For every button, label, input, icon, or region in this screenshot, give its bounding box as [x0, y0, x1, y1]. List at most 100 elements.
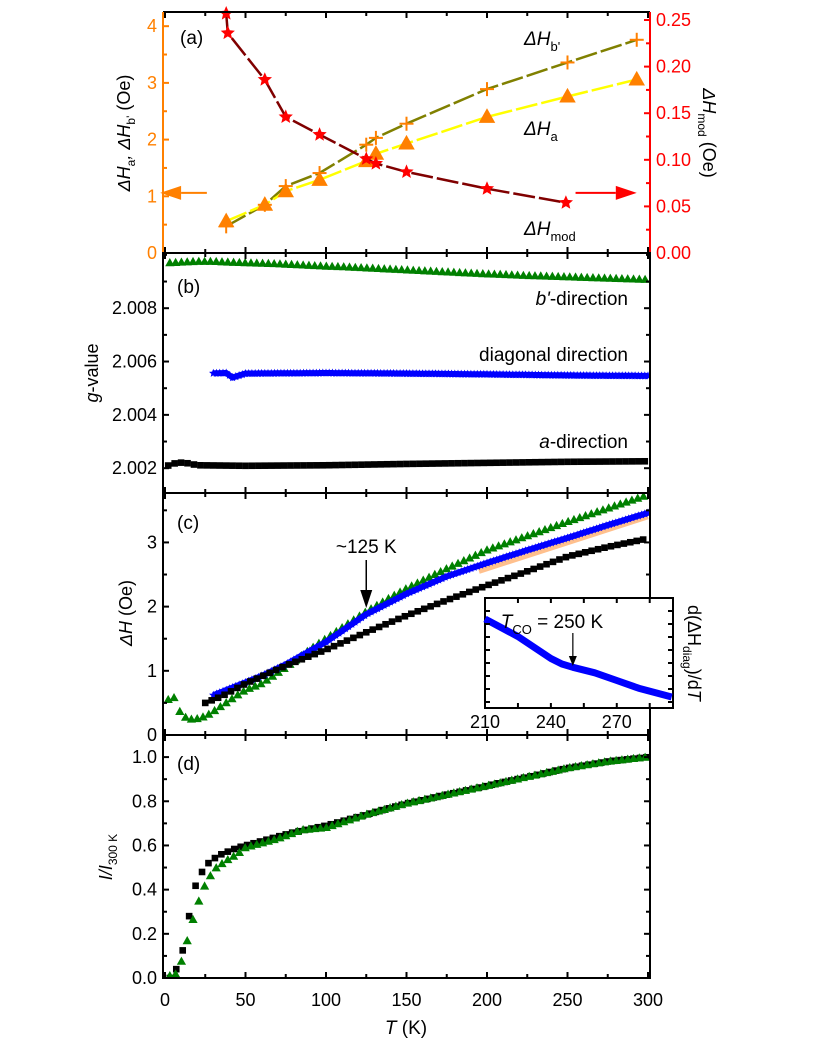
square-marker: [306, 462, 314, 469]
triangle-marker: [211, 863, 221, 872]
square-marker: [459, 590, 467, 598]
label-part: d(ΔH: [684, 605, 704, 646]
series-green: [165, 752, 650, 978]
square-marker: [538, 458, 546, 466]
y-tick-label: 0: [147, 243, 157, 263]
square-marker: [388, 618, 396, 625]
triangle-marker: [344, 262, 355, 271]
square-marker: [465, 588, 473, 596]
square-marker: [319, 461, 327, 469]
star-marker: [447, 369, 456, 378]
star-marker: [302, 648, 311, 657]
square-marker: [211, 854, 219, 862]
star-marker: [382, 599, 392, 608]
star-marker: [353, 615, 363, 624]
triangle-marker: [464, 553, 475, 562]
star-marker: [643, 371, 650, 380]
series-line: [225, 38, 638, 228]
star-marker: [278, 109, 293, 123]
square-marker: [201, 699, 209, 707]
triangle-marker: [327, 261, 337, 270]
y-axis-label-right-a: ΔHmod (Oe): [695, 87, 719, 177]
label-unit: (Oe): [116, 580, 136, 621]
square-marker: [633, 537, 641, 545]
y-axis-label-c: ΔH (Oe): [116, 580, 136, 647]
star-marker: [447, 570, 456, 579]
y-tick-label: 0.6: [132, 835, 157, 855]
triangle-marker: [582, 272, 592, 282]
square-marker: [216, 462, 224, 469]
right-axis-arrowhead: [615, 185, 637, 200]
star-marker: [608, 519, 617, 528]
square-marker: [198, 868, 206, 876]
star-marker: [344, 622, 353, 631]
star-marker: [341, 624, 350, 633]
triangle-marker: [441, 564, 452, 573]
triangle-marker: [180, 712, 191, 721]
label-sub: a: [124, 159, 138, 166]
star-marker: [395, 592, 405, 601]
square-marker: [453, 593, 460, 600]
series-green: [165, 256, 650, 283]
triangle-marker: [443, 267, 453, 276]
square-marker: [221, 691, 228, 699]
star-marker: [558, 195, 573, 209]
plus-marker: [359, 137, 374, 152]
triangle-marker: [199, 256, 210, 265]
triangle-marker: [205, 256, 216, 265]
square-marker: [540, 770, 547, 777]
square-marker: [261, 462, 269, 469]
triangle-marker: [453, 558, 463, 567]
triangle-marker: [233, 690, 243, 699]
y-tick-label: 3: [147, 73, 157, 93]
square-marker: [222, 462, 230, 469]
star-marker: [627, 513, 637, 522]
star-marker: [466, 369, 476, 378]
square-marker: [280, 462, 288, 469]
triangle-marker: [211, 256, 221, 266]
square-marker: [519, 459, 526, 466]
inset-x-tick-label: 210: [470, 712, 500, 732]
label-part: , ΔH: [114, 124, 134, 160]
triangle-marker: [559, 87, 576, 103]
square-marker: [485, 581, 492, 589]
triangle-marker: [426, 266, 436, 275]
label-part: T: [684, 690, 704, 703]
y-tick-label-right: 0.00: [656, 243, 691, 263]
square-marker: [577, 458, 584, 466]
y-tick-label-right: 0.05: [656, 196, 691, 216]
label-sub: a: [550, 129, 558, 144]
triangle-marker: [414, 265, 424, 275]
y-axis-label-b: g-value: [82, 343, 102, 402]
inset-series-line: [483, 615, 673, 701]
square-marker: [171, 460, 178, 467]
star-marker: [437, 574, 447, 583]
star-marker: [466, 563, 476, 572]
triangle-marker: [553, 271, 563, 281]
triangle-marker: [234, 257, 245, 267]
square-marker: [338, 461, 346, 469]
series-black: [166, 753, 650, 978]
star-marker: [495, 554, 505, 563]
data-marks: [160, 6, 650, 978]
x-tick-label: 50: [235, 990, 255, 1010]
triangle-marker: [530, 271, 540, 280]
star-marker: [241, 369, 250, 378]
triangle-marker: [246, 258, 256, 267]
square-marker: [248, 462, 256, 470]
triangle-marker: [339, 262, 349, 271]
star-marker: [270, 368, 279, 377]
square-marker: [192, 882, 199, 890]
square-marker: [607, 542, 615, 550]
triangle-marker: [512, 270, 523, 279]
panel-tag-d: (d): [177, 754, 200, 775]
square-marker: [350, 634, 357, 642]
series-label-b-direction: b'-direction: [536, 289, 628, 310]
triangle-marker: [217, 212, 235, 228]
star-marker: [498, 553, 508, 562]
square-marker: [371, 461, 378, 468]
triangle-marker: [304, 260, 314, 269]
label-part: ΔH: [523, 219, 551, 240]
triangle-marker: [198, 712, 208, 721]
